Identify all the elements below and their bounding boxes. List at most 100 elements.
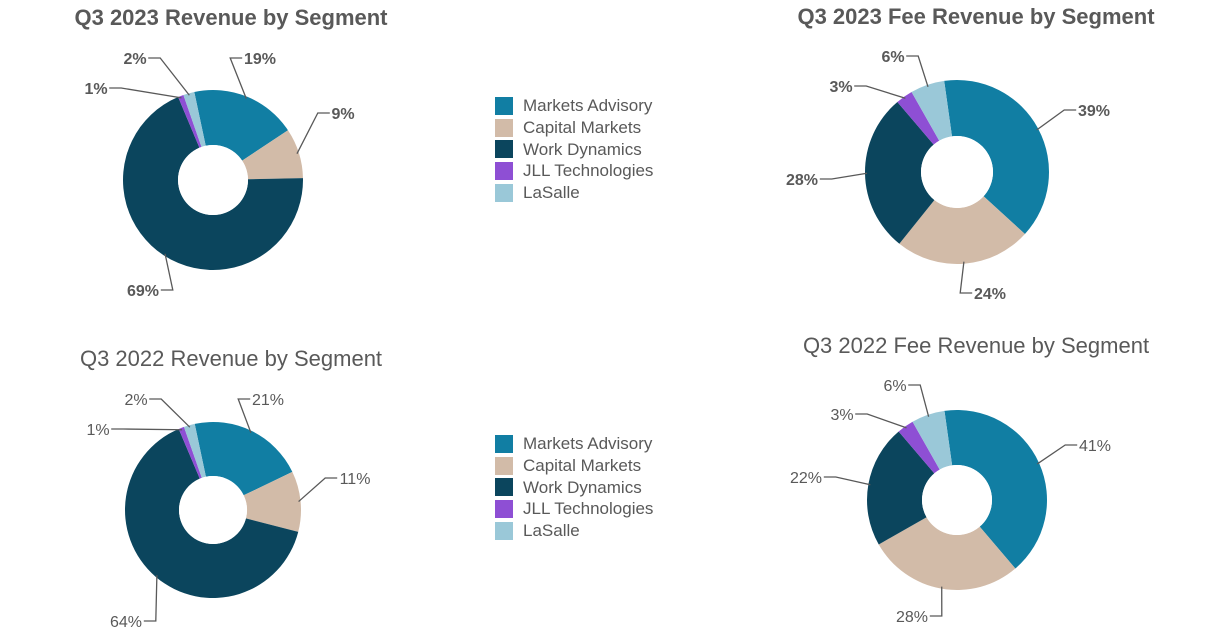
label-leader-line xyxy=(819,172,868,180)
label-leader-line xyxy=(1036,444,1078,465)
legend-item-jll-technologies: JLL Technologies xyxy=(495,160,653,182)
label-leader-line xyxy=(296,112,330,154)
legend-swatch xyxy=(495,456,513,475)
label-leader-line xyxy=(148,57,190,96)
legend-label: LaSalle xyxy=(523,183,580,203)
legend-swatch xyxy=(495,118,513,137)
data-label: 28% xyxy=(896,609,928,626)
label-leader-line xyxy=(959,261,973,294)
data-label: 39% xyxy=(1078,103,1110,120)
label-leader-line xyxy=(298,477,338,503)
chart-title-q3-2022-fee-revenue: Q3 2022 Fee Revenue by Segment xyxy=(802,333,1150,358)
legend-item-work-dynamics: Work Dynamics xyxy=(495,477,653,499)
donut-slice-lasalle xyxy=(912,410,953,470)
legend-swatch xyxy=(495,500,513,519)
legend-item-lasalle: LaSalle xyxy=(495,520,653,542)
data-label: 28% xyxy=(786,172,818,189)
label-leader-line xyxy=(823,476,871,486)
legend-item-capital-markets: Capital Markets xyxy=(495,117,653,139)
legend-swatch xyxy=(495,434,513,453)
label-leader-line xyxy=(908,384,930,417)
donut-slice-markets-advisory xyxy=(944,80,1049,235)
data-label: 24% xyxy=(974,286,1006,303)
donut-slice-work-dynamics xyxy=(865,101,935,244)
legend-2023: Markets Advisory Capital Markets Work Dy… xyxy=(495,95,653,204)
donut-slice-jll-technologies xyxy=(897,92,940,145)
legend-swatch xyxy=(495,184,513,203)
label-leader-line xyxy=(143,575,158,622)
donut-hole xyxy=(921,136,993,208)
label-leader-line xyxy=(229,57,247,99)
legend-item-markets-advisory: Markets Advisory xyxy=(495,433,653,455)
legend-swatch xyxy=(495,478,513,497)
legend-2022: Markets Advisory Capital Markets Work Dy… xyxy=(495,433,653,542)
legend-swatch xyxy=(495,162,513,181)
donut-slice-lasalle xyxy=(911,80,952,141)
legend-item-capital-markets: Capital Markets xyxy=(495,455,653,477)
label-leader-line xyxy=(854,85,906,99)
legend-label: Markets Advisory xyxy=(523,434,653,453)
legend-label: JLL Technologies xyxy=(523,161,654,181)
donut-slice-work-dynamics xyxy=(125,428,299,598)
donut-slice-capital-markets xyxy=(242,130,303,180)
legend-item-lasalle: LaSalle xyxy=(495,182,653,204)
donut-hole xyxy=(179,476,247,544)
data-label: 6% xyxy=(881,49,904,66)
data-label: 19% xyxy=(244,51,276,68)
donut-slice-lasalle xyxy=(183,91,206,147)
legend-swatch xyxy=(495,522,513,541)
donut-slice-work-dynamics xyxy=(123,97,303,271)
data-label: 22% xyxy=(790,470,822,487)
data-label: 21% xyxy=(252,392,284,409)
label-leader-line xyxy=(109,87,182,99)
legend-label: Work Dynamics xyxy=(523,477,642,497)
data-label: 1% xyxy=(86,422,109,439)
label-leader-line xyxy=(160,253,174,291)
legend-label: Capital Markets xyxy=(523,455,642,475)
label-leader-line xyxy=(111,428,183,431)
chart-title-q3-2023-fee-revenue: Q3 2023 Fee Revenue by Segment xyxy=(797,4,1155,29)
donut-slice-work-dynamics xyxy=(867,431,935,545)
data-label: 2% xyxy=(124,392,147,409)
data-label: 2% xyxy=(123,51,146,68)
legend-item-markets-advisory: Markets Advisory xyxy=(495,95,653,117)
data-label: 64% xyxy=(110,614,142,631)
legend-label: Markets Advisory xyxy=(523,96,653,115)
donut-slice-capital-markets xyxy=(243,471,302,532)
data-label: 3% xyxy=(829,79,852,96)
donut-slice-capital-markets xyxy=(899,196,1025,264)
legend-swatch xyxy=(495,140,513,159)
legend-label: JLL Technologies xyxy=(523,499,654,519)
donut-slice-lasalle xyxy=(183,423,206,478)
legend-label: Capital Markets xyxy=(523,117,642,137)
legend-label: Work Dynamics xyxy=(523,139,642,159)
donut-slice-jll-technologies xyxy=(178,95,202,148)
data-label: 6% xyxy=(883,378,906,395)
label-leader-line xyxy=(1036,109,1077,131)
data-label: 69% xyxy=(127,283,159,300)
donut-slice-markets-advisory xyxy=(944,410,1048,569)
legend-swatch xyxy=(495,96,513,115)
label-leader-line xyxy=(149,398,191,428)
label-leader-line xyxy=(929,586,943,617)
data-label: 1% xyxy=(84,81,107,98)
label-leader-line xyxy=(237,398,252,434)
data-label: 9% xyxy=(331,106,354,123)
legend-item-jll-technologies: JLL Technologies xyxy=(495,498,653,520)
donut-hole xyxy=(922,465,992,535)
data-label: 3% xyxy=(830,407,853,424)
donut-hole xyxy=(178,145,248,215)
donut-slice-jll-technologies xyxy=(898,421,940,474)
label-leader-line xyxy=(855,413,907,429)
donut-slice-capital-markets xyxy=(878,517,1016,591)
chart-title-q3-2022-revenue: Q3 2022 Revenue by Segment xyxy=(79,346,383,371)
donut-slice-jll-technologies xyxy=(178,426,202,479)
chart-title-q3-2023-revenue: Q3 2023 Revenue by Segment xyxy=(74,5,388,30)
data-label: 11% xyxy=(340,471,371,488)
legend-item-work-dynamics: Work Dynamics xyxy=(495,139,653,161)
data-label: 41% xyxy=(1079,438,1111,455)
legend-label: LaSalle xyxy=(523,521,580,541)
donut-slice-markets-advisory xyxy=(194,421,293,496)
label-leader-line xyxy=(906,55,929,87)
